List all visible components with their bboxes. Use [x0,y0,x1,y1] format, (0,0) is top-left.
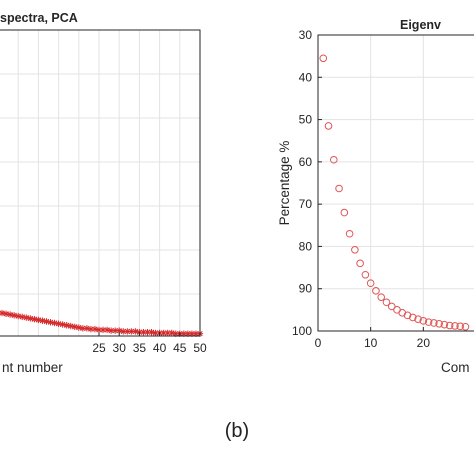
chart-title-right: Eigenv [400,18,441,32]
data-point [372,287,380,295]
data-point [132,328,139,335]
x-tick-label: 50 [193,341,207,355]
data-point [377,293,386,301]
data-point [330,155,338,164]
data-point [39,317,46,324]
data-point [340,208,349,217]
x-tick-label: 25 [92,341,106,355]
data-point [148,328,155,336]
plot-area-left [0,30,200,336]
data-point [59,321,66,328]
data-point [351,246,359,254]
data-point [31,315,38,323]
data-point [103,326,111,334]
data-point [160,329,167,337]
grid-left [0,30,201,336]
x-tick-label: 20 [417,336,431,350]
data-point [168,329,175,337]
data-point [6,311,14,318]
data-point [414,315,422,323]
data-point [419,317,428,325]
y-tick-label: 70 [299,197,313,211]
data-point [67,322,74,330]
data-point [10,312,18,319]
data-point [361,270,370,279]
y-axis-label-right: Percentage % [277,141,292,226]
data-point [387,302,396,311]
data-point [0,309,6,317]
x-tick-label: 45 [173,341,187,355]
data-point [51,319,58,327]
x-tick-label: 0 [315,336,322,350]
chart-title-left: spectra, PCA [0,11,78,25]
chart-pca-spectra: 25 30 35 40 45 50 spectra, PCA nt number [0,11,207,375]
data-point [345,229,354,238]
y-tick-label: 60 [299,155,313,169]
series-right [319,54,470,331]
x-tick-label: 35 [133,341,147,355]
data-point [456,322,465,331]
data-point [35,316,42,324]
data-point [19,313,26,321]
data-point [335,184,343,193]
data-point [23,314,30,321]
x-ticks-left: 25 30 35 40 45 50 [92,332,207,355]
data-point [55,320,62,327]
data-point [424,318,433,326]
y-tick-label: 30 [299,28,313,42]
data-point [83,325,91,332]
x-tick-label: 40 [153,341,167,355]
data-point [319,54,328,63]
data-point [382,298,391,307]
x-tick-label: 30 [113,341,127,355]
data-point [15,312,22,320]
data-point [111,327,119,334]
chart-eigenvalues: 0 10 20 30 40 50 60 70 80 90 100 Eigenv Percentag… [277,18,474,375]
data-point [99,326,107,334]
data-point [324,122,333,130]
data-point [403,311,412,320]
y-ticks-right: 30 40 50 60 70 80 90 100 [292,28,322,338]
data-point [27,315,34,322]
x-tick-label: 10 [364,336,378,350]
data-point [435,320,443,328]
series-left [0,309,204,337]
plot-frame-right [317,34,474,332]
x-axis-label-right: Com [441,360,470,375]
y-tick-label: 40 [299,70,313,84]
data-point [2,310,10,318]
data-point [75,324,83,331]
data-point [63,322,70,329]
plot-area-right [318,35,474,331]
data-point [445,321,454,330]
data-point [71,323,78,331]
data-point [409,313,417,322]
data-point [440,320,449,329]
data-point [430,319,438,327]
data-point [47,319,54,326]
x-axis-label-left: nt number [2,360,63,375]
x-ticks-right: 0 10 20 [315,327,431,350]
y-tick-label: 90 [299,282,313,296]
data-point [366,279,375,288]
y-tick-label: 50 [299,113,313,127]
figure-caption: (b) [224,420,250,442]
data-point [356,259,364,268]
data-point [451,322,459,330]
data-point [140,328,147,336]
data-point [43,318,50,325]
data-point [91,325,99,333]
data-point [461,322,470,331]
y-tick-label: 100 [292,324,312,338]
y-tick-label: 80 [299,239,313,253]
